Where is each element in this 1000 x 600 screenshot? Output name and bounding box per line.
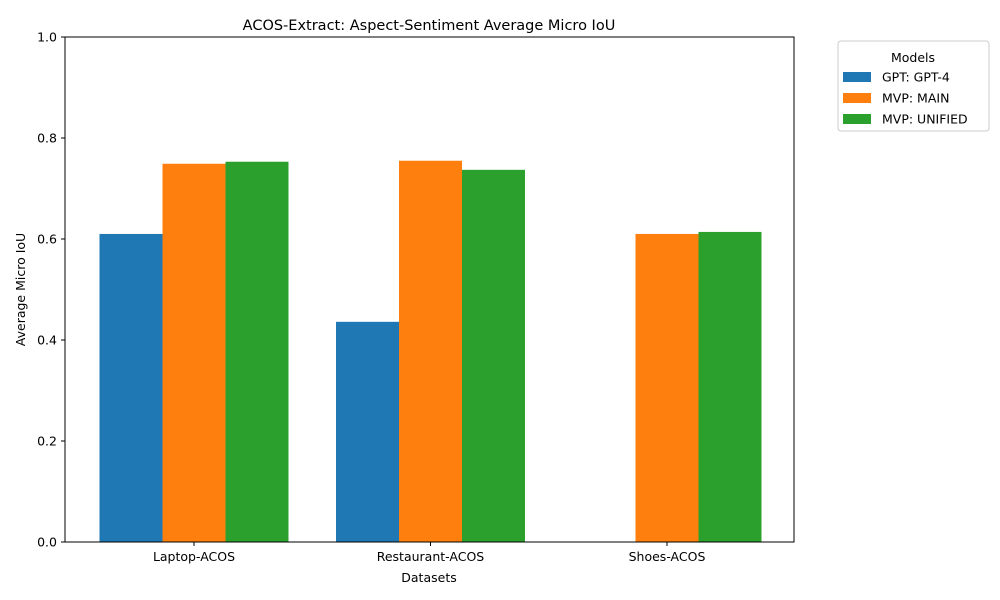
y-tick-label: 0.8 bbox=[37, 131, 57, 146]
bar-mvp-unified-shoes-acos bbox=[698, 231, 762, 542]
chart-title: ACOS-Extract: Aspect-Sentiment Average M… bbox=[243, 18, 616, 34]
bar-mvp-unified-laptop-acos bbox=[225, 161, 289, 543]
legend: Models GPT: GPT-4 MVP: MAIN MVP: UNIFIED bbox=[837, 40, 990, 132]
bar-mvp-main-laptop-acos bbox=[162, 163, 226, 542]
x-tick-label: Shoes-ACOS bbox=[629, 549, 706, 564]
y-tick-label: 1.0 bbox=[37, 30, 57, 45]
legend-swatch bbox=[843, 72, 871, 82]
legend-label: MVP: MAIN bbox=[882, 91, 949, 106]
x-axis: Laptop-ACOS Restaurant-ACOS Shoes-ACOS bbox=[153, 542, 706, 564]
legend-box bbox=[837, 40, 990, 132]
x-tick-label: Laptop-ACOS bbox=[153, 549, 235, 564]
legend-swatch bbox=[843, 93, 871, 103]
bar-gpt-gpt-4-laptop-acos bbox=[99, 233, 163, 542]
bars-group bbox=[99, 160, 762, 543]
bar-gpt-gpt-4-restaurant-acos bbox=[336, 321, 399, 542]
bar-mvp-main-restaurant-acos bbox=[399, 160, 462, 542]
legend-label: MVP: UNIFIED bbox=[882, 112, 968, 127]
y-tick-label: 0.4 bbox=[37, 333, 57, 348]
y-tick-label: 0.6 bbox=[37, 232, 57, 247]
x-axis-label: Datasets bbox=[401, 570, 456, 585]
bar-mvp-main-shoes-acos bbox=[635, 233, 699, 542]
legend-label: GPT: GPT-4 bbox=[882, 70, 950, 85]
legend-title: Models bbox=[891, 50, 935, 65]
y-axis: 0.0 0.2 0.4 0.6 0.8 1.0 bbox=[37, 30, 65, 550]
y-tick-label: 0.0 bbox=[37, 535, 57, 550]
plot-frame bbox=[64, 36, 795, 543]
legend-swatch bbox=[843, 114, 871, 124]
y-tick-label: 0.2 bbox=[37, 434, 57, 449]
y-axis-label: Average Micro IoU bbox=[13, 233, 28, 346]
bar-mvp-unified-restaurant-acos bbox=[462, 169, 525, 542]
x-tick-label: Restaurant-ACOS bbox=[377, 549, 485, 564]
